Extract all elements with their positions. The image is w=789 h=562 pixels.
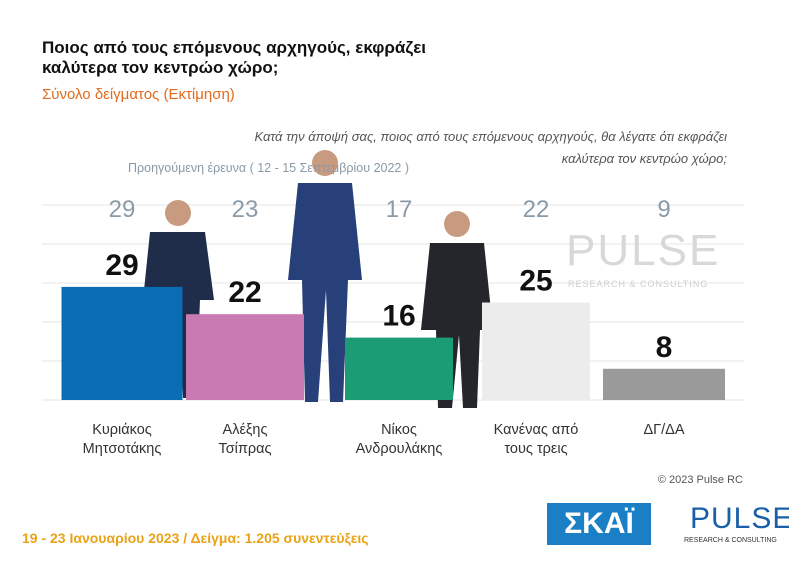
- value-label: 16: [382, 300, 415, 333]
- value-label: 29: [105, 249, 138, 282]
- previous-value: 22: [523, 196, 550, 223]
- value-label: 22: [228, 276, 261, 309]
- bar: [61, 286, 183, 400]
- copyright: © 2023 Pulse RC: [657, 474, 743, 486]
- bar: [345, 337, 453, 400]
- previous-value: 23: [232, 196, 259, 223]
- watermark-sub: RESEARCH & CONSULTING: [568, 279, 709, 289]
- chart-title: Ποιος από τους επόμενους αρχηγούς, εκφρά…: [42, 38, 426, 77]
- x-tick-label: Αλέξης Τσίπρας: [218, 422, 272, 457]
- subtitle: Σύνολο δείγματος (Εκτίμηση): [42, 86, 235, 103]
- x-tick-label: Κυριάκος Μητσοτάκης: [82, 422, 162, 457]
- x-tick-label: Κανένας από τους τρεις: [493, 422, 579, 457]
- value-label: 25: [519, 265, 552, 298]
- logo-pulse: PULSE: [690, 502, 789, 535]
- question: Κατά την άποψή σας, ποιος από τους επόμε…: [254, 129, 727, 166]
- previous-label: Προηγούμενη έρευνα ( 12 - 15 Σεπτεμβρίου…: [128, 161, 410, 175]
- bar: [603, 368, 725, 400]
- logo-skai: ΣΚΑΪ: [547, 503, 651, 545]
- previous-value: 17: [386, 196, 413, 223]
- footer: 19 - 23 Ιανουαρίου 2023 / Δείγμα: 1.205 …: [22, 530, 369, 546]
- bar: [482, 302, 590, 400]
- logo-pulse-sub: RESEARCH & CONSULTING: [684, 537, 777, 544]
- bar: [186, 314, 304, 400]
- x-tick-label: ΔΓ/ΔΑ: [643, 422, 685, 438]
- value-label: 8: [656, 331, 673, 364]
- previous-value: 29: [109, 196, 136, 223]
- x-tick-label: Νίκος Ανδρουλάκης: [355, 422, 443, 457]
- watermark: PULSE: [566, 226, 721, 275]
- previous-value: 9: [657, 196, 670, 223]
